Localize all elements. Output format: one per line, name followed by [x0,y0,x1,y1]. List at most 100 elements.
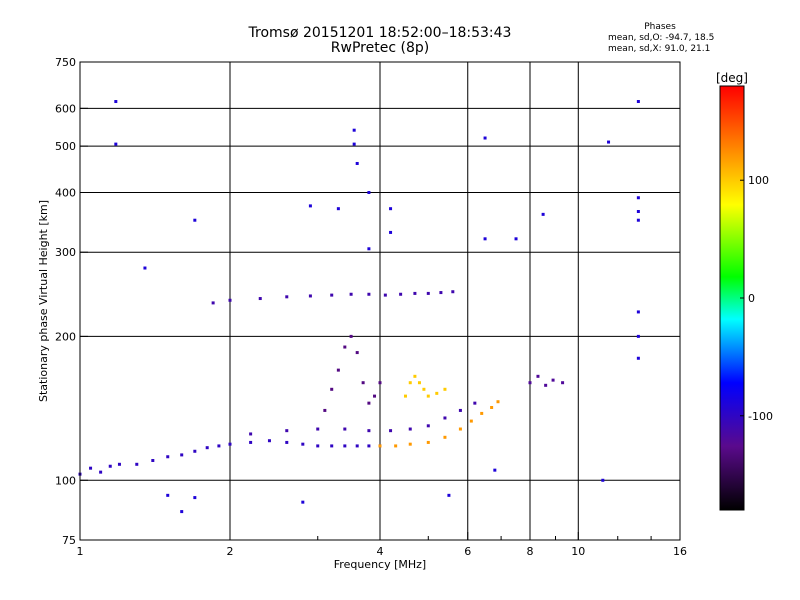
data-point [422,387,426,391]
y-tick-label: 400 [55,186,76,199]
title-line-2: RwPretec (8p) [330,40,430,56]
data-point [435,391,439,395]
data-point [389,207,393,211]
data-point [399,292,403,296]
data-point [308,294,312,298]
axis-ticks: 1 2 4 6 8 10 16 75 100 200 300 400 500 600 750 [55,56,687,558]
data-point [336,207,340,211]
data-point [249,440,253,444]
data-point [308,204,312,208]
colorbar-tick-label: -100 [748,410,773,423]
data-point [193,449,197,453]
data-point [180,453,184,457]
data-point [301,442,305,446]
data-point [394,444,398,448]
x-tick-label: 4 [377,545,384,558]
x-axis-label: Frequency [MHz] [334,558,426,571]
data-point [367,444,371,448]
y-tick-label: 500 [55,140,76,153]
x-tick-label: 6 [464,545,471,558]
y-tick-label: 600 [55,102,76,115]
data-point [636,100,640,104]
data-point [389,230,393,234]
data-point [330,444,334,448]
data-point [352,142,356,146]
data-point [636,218,640,222]
data-point [483,237,487,241]
data-point [408,381,412,385]
phase-heading: Phases [644,22,676,32]
data-point [551,378,555,382]
data-point [135,462,139,466]
x-tick-label: 16 [673,545,687,558]
data-point [413,374,417,378]
data-point [389,429,393,433]
data-point [361,381,365,385]
data-point [108,464,112,468]
data-point [330,293,334,297]
data-point [99,470,103,474]
data-point [408,427,412,431]
data-point [373,394,377,398]
data-point [211,301,215,305]
phase-stats: Phases mean, sd,O: -94.7, 18.5 mean, sd,… [600,22,720,55]
data-point [636,334,640,338]
data-point [330,387,334,391]
data-point [378,381,382,385]
data-point [528,381,532,385]
data-point [426,394,430,398]
data-point [285,440,289,444]
data-point [355,161,359,165]
data-point [267,439,271,443]
data-point [193,496,197,500]
data-point [636,310,640,314]
data-point [443,416,447,420]
data-point [541,212,545,216]
data-point [413,291,417,295]
phase-stat-o: mean, sd,O: -94.7, 18.5 [608,33,715,43]
data-point [323,408,327,412]
data-point [426,424,430,428]
data-point [451,290,455,294]
data-point [249,432,253,436]
data-point [180,510,184,514]
colorbar-label: [deg] [716,71,748,85]
data-point [561,381,565,385]
data-point [114,142,118,146]
title-line-1: Tromsø 20151201 18:52:00–18:53:43 [248,25,512,41]
data-point [217,444,221,448]
data-point [367,190,371,194]
data-point [367,247,371,251]
data-point [352,128,356,132]
data-point [636,210,640,214]
colorbar-tick-label: 100 [748,174,769,187]
data-point [378,444,382,448]
data-point [343,345,347,349]
data-point [349,292,353,296]
data-point [258,297,262,301]
data-point [166,493,170,497]
data-point [426,440,430,444]
data-point [285,295,289,299]
data-point [193,218,197,222]
data-point [493,468,497,472]
data-point [114,100,118,104]
data-point [458,427,462,431]
data-point [367,429,371,433]
grid-lines [80,62,680,540]
data-point [607,140,611,144]
data-point [355,351,359,355]
y-tick-label: 75 [62,534,76,547]
y-tick-label: 100 [55,474,76,487]
x-tick-label: 10 [571,545,585,558]
data-point [480,411,484,415]
data-point [301,500,305,504]
x-tick-label: 1 [77,545,84,558]
data-point [117,462,121,466]
colorbar-ticks: 100 0 -100 [740,174,773,423]
data-point [447,493,451,497]
y-axis-label: Stationary phase Virtual Height [km] [37,200,50,402]
data-point [408,442,412,446]
data-points [78,100,640,514]
data-point [343,427,347,431]
